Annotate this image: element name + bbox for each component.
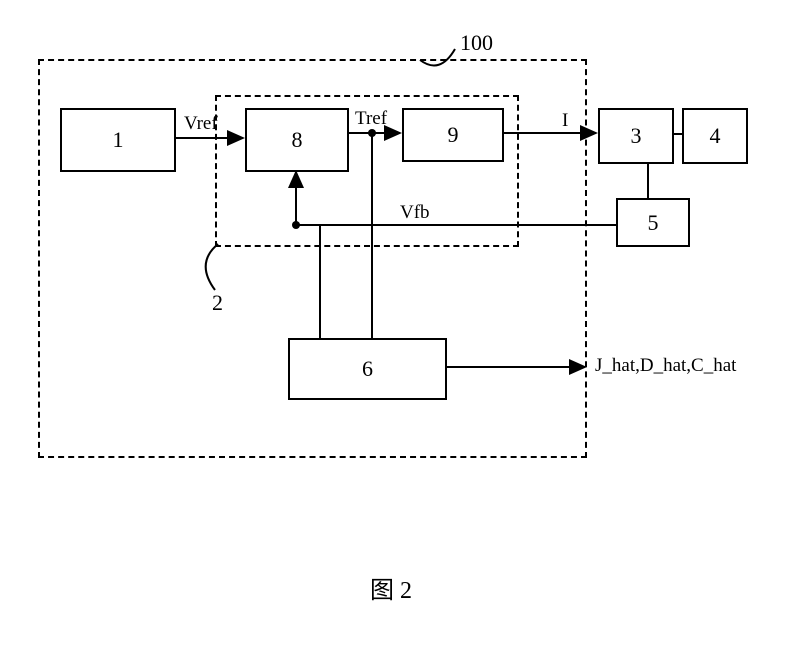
block-9: 9 xyxy=(402,108,504,162)
label-output: J_hat,D_hat,C_hat xyxy=(595,355,736,377)
label-i: I xyxy=(562,110,568,132)
ref-100: 100 xyxy=(460,30,493,56)
label-tref: Tref xyxy=(355,108,387,130)
label-vref: Vref xyxy=(184,113,218,135)
figure-caption: 图 2 xyxy=(370,570,412,605)
block-5: 5 xyxy=(616,198,690,247)
block-6: 6 xyxy=(288,338,447,400)
block-3: 3 xyxy=(598,108,674,164)
label-vfb: Vfb xyxy=(400,202,430,224)
block-8: 8 xyxy=(245,108,349,172)
block-4: 4 xyxy=(682,108,748,164)
ref-2: 2 xyxy=(212,290,223,316)
block-1: 1 xyxy=(60,108,176,172)
